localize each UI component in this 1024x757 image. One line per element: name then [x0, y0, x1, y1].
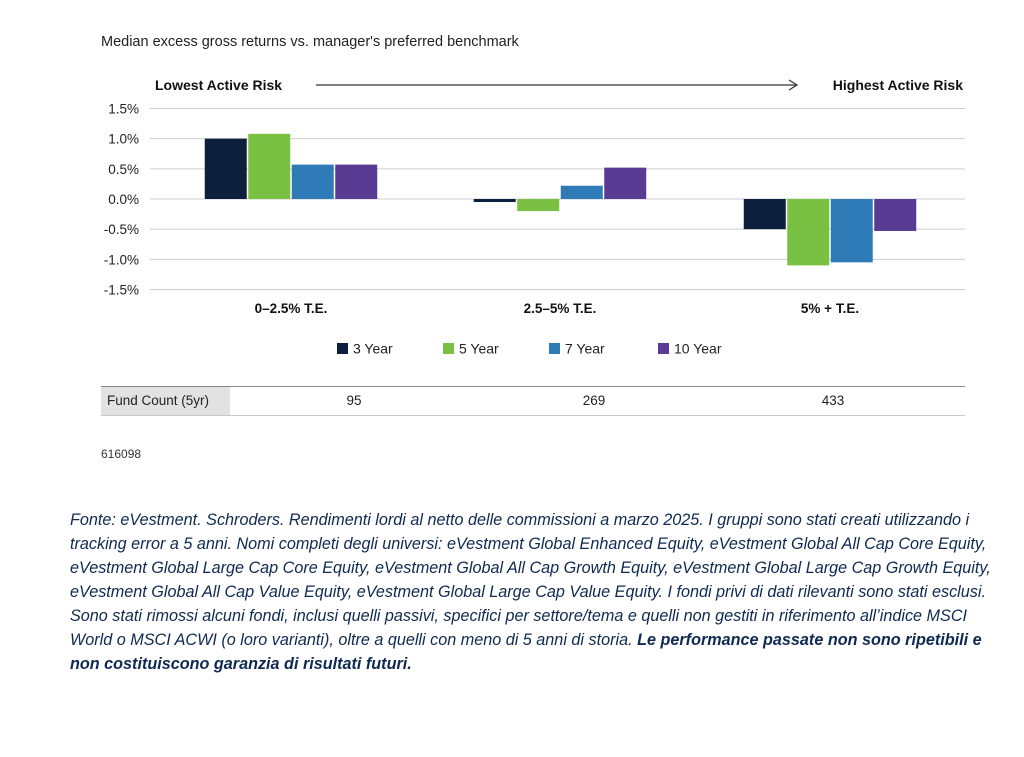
y-tick-label: 0.5%	[108, 162, 139, 177]
legend-label: 7 Year	[565, 341, 605, 357]
y-tick-label: 1.5%	[108, 102, 139, 117]
x-category-label: 0–2.5% T.E.	[255, 301, 328, 316]
x-category-label: 5% + T.E.	[801, 301, 859, 316]
fund-count-row: Fund Count (5yr) 95 269 433	[101, 386, 965, 416]
legend-swatch	[443, 343, 454, 354]
bar	[335, 164, 378, 199]
risk-arrow-head-icon	[788, 79, 799, 91]
bar	[517, 199, 560, 212]
highest-risk-label: Highest Active Risk	[833, 77, 963, 93]
y-tick-label: -0.5%	[104, 222, 139, 237]
bar	[291, 164, 334, 199]
x-category-label: 2.5–5% T.E.	[524, 301, 597, 316]
bar	[560, 185, 603, 199]
y-tick-label: 1.0%	[108, 132, 139, 147]
x-axis-categories: 0–2.5% T.E. 2.5–5% T.E. 5% + T.E.	[255, 301, 859, 316]
bar	[874, 199, 917, 231]
bar-chart: Lowest Active Risk Highest Active Risk 1…	[104, 77, 965, 357]
bar	[248, 133, 291, 199]
y-tick-label: 0.0%	[108, 192, 139, 207]
chart-subtitle: Median excess gross returns vs. manager'…	[101, 34, 519, 50]
lowest-risk-label: Lowest Active Risk	[155, 77, 282, 93]
bars	[204, 133, 917, 266]
fund-count-value: 95	[346, 393, 362, 408]
legend-swatch	[337, 343, 348, 354]
fund-count-label: Fund Count (5yr)	[101, 387, 230, 415]
legend-swatch	[658, 343, 669, 354]
bar	[604, 167, 647, 199]
bar	[743, 199, 786, 230]
y-tick-label: -1.0%	[104, 252, 139, 267]
source-note: Fonte: eVestment. Schroders. Rendimenti …	[70, 508, 998, 676]
legend-label: 3 Year	[353, 341, 393, 357]
bar	[473, 199, 516, 203]
source-text: Fonte: eVestment. Schroders. Rendimenti …	[70, 511, 991, 649]
legend: 3 Year 5 Year 7 Year 10 Year	[337, 341, 722, 357]
legend-swatch	[549, 343, 560, 354]
chart-id: 616098	[101, 447, 142, 461]
legend-label: 10 Year	[674, 341, 722, 357]
bar	[204, 138, 247, 199]
fund-count-value: 269	[582, 393, 606, 408]
y-tick-label: -1.5%	[104, 283, 139, 298]
bar	[787, 199, 830, 266]
fund-count-value: 433	[821, 393, 845, 408]
y-axis-ticks: 1.5% 1.0% 0.5% 0.0% -0.5% -1.0% -1.5%	[104, 102, 139, 298]
bar	[830, 199, 873, 263]
disclaimer-text: Le performance passate non sono ripetibi…	[70, 631, 982, 673]
legend-label: 5 Year	[459, 341, 499, 357]
